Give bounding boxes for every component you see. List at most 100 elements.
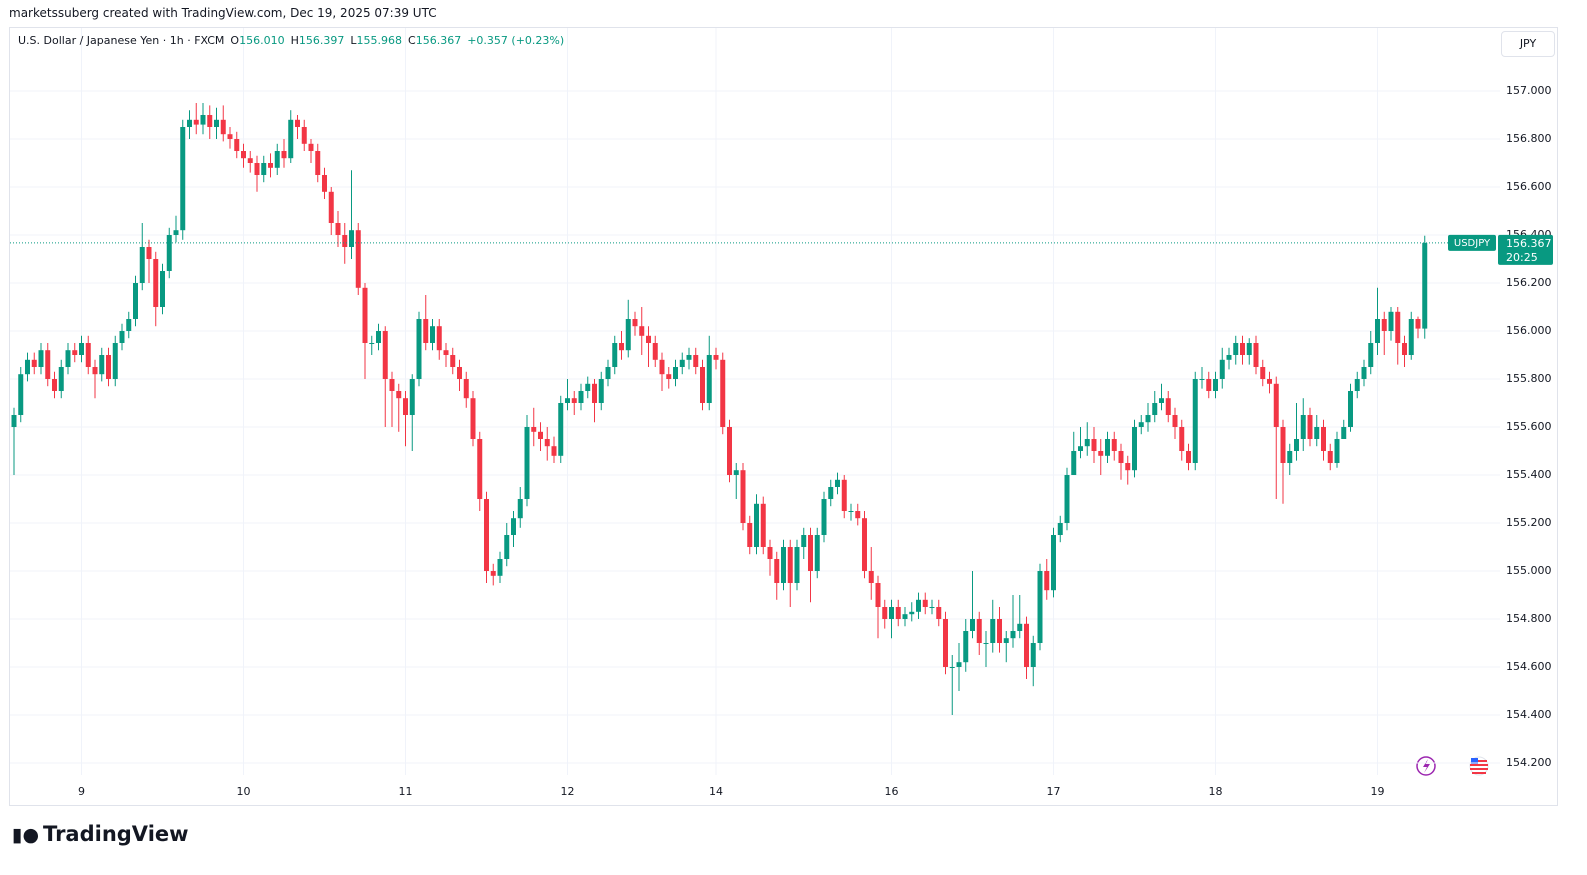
candle-body xyxy=(1381,319,1387,331)
y-tick-label: 154.400 xyxy=(1506,708,1552,721)
candle-body xyxy=(997,619,1002,643)
candle-body xyxy=(517,499,523,519)
candle-body xyxy=(261,163,267,175)
candle-body xyxy=(1314,427,1320,439)
brand-name: TradingView xyxy=(43,822,189,846)
candle-body xyxy=(268,163,273,168)
y-tick-label: 156.000 xyxy=(1506,324,1552,337)
candle-body xyxy=(288,119,294,159)
candle-body xyxy=(1017,623,1023,631)
candle-body xyxy=(1010,631,1016,639)
candle-body xyxy=(295,119,300,127)
candle-body xyxy=(929,607,935,608)
candle-body xyxy=(1415,319,1421,329)
candle-body xyxy=(551,446,557,456)
candle-body xyxy=(727,427,732,475)
y-tick-label: 156.800 xyxy=(1506,132,1552,145)
candle-body xyxy=(565,398,570,403)
flag-stripes[interactable] xyxy=(1470,760,1488,774)
candle-body xyxy=(1206,379,1212,391)
candle-body xyxy=(511,518,516,535)
candle-body xyxy=(328,191,334,223)
candle-body xyxy=(1179,427,1185,451)
currency-button[interactable]: JPY xyxy=(1501,31,1555,57)
candle-body xyxy=(1098,451,1104,456)
us-flag[interactable] xyxy=(1469,756,1489,776)
candle-body xyxy=(241,151,246,159)
candle-body xyxy=(1003,638,1009,643)
candle-body xyxy=(686,355,692,360)
candle-body xyxy=(1388,311,1394,331)
ohlc-key: C xyxy=(408,34,416,47)
candle-body xyxy=(301,127,307,144)
candle-body xyxy=(787,547,793,583)
candle-body xyxy=(1078,446,1083,451)
candle-body xyxy=(1091,439,1097,451)
candle-body xyxy=(1233,343,1239,355)
candle-body xyxy=(227,134,233,139)
candle-body xyxy=(855,511,861,519)
alert-icon[interactable] xyxy=(1416,756,1436,776)
candle-body xyxy=(659,359,665,375)
candle-body xyxy=(1375,319,1380,343)
candle-body xyxy=(598,379,604,403)
candle-body xyxy=(1199,379,1205,380)
candle-body xyxy=(490,571,496,576)
symbol-tag-bg xyxy=(1448,234,1496,251)
candle-body xyxy=(902,614,908,619)
flag-canton[interactable] xyxy=(1471,758,1478,764)
candle-body xyxy=(315,151,321,175)
candle-body xyxy=(423,319,429,343)
y-tick-label: 155.600 xyxy=(1506,420,1552,433)
candle-body xyxy=(65,350,71,367)
candle-body xyxy=(1125,463,1131,471)
candle-body xyxy=(166,235,172,271)
ohlc-key: H xyxy=(290,34,299,47)
alert-bolt[interactable] xyxy=(1423,759,1430,773)
x-tick-label: 17 xyxy=(1047,785,1061,798)
candle-body xyxy=(139,247,145,283)
candle-body xyxy=(72,350,78,355)
candle-body xyxy=(774,559,780,583)
price-tag: 156.367 xyxy=(1506,237,1552,250)
candle-body xyxy=(1294,439,1299,451)
price-tag-bg xyxy=(1498,234,1553,265)
candle-body xyxy=(38,350,44,367)
candle-body xyxy=(463,379,469,399)
candle-body xyxy=(1321,427,1326,451)
candle-body xyxy=(1030,643,1036,667)
candle-body xyxy=(362,287,368,343)
candle-body xyxy=(1280,427,1286,463)
candle-body xyxy=(1341,427,1347,439)
candle-body xyxy=(308,143,314,151)
candle-body xyxy=(234,139,240,151)
candle-body xyxy=(1044,571,1050,591)
candle-body xyxy=(1300,415,1306,439)
candle-body xyxy=(146,247,152,259)
alert-circle[interactable] xyxy=(1416,756,1436,776)
candle-body xyxy=(79,343,84,355)
candle-body xyxy=(11,415,17,427)
candle-body xyxy=(1145,415,1151,423)
candle-body xyxy=(355,230,361,288)
candle-body xyxy=(943,619,948,667)
candle-body xyxy=(484,499,489,571)
y-tick-label: 154.600 xyxy=(1506,660,1552,673)
y-tick-label: 155.000 xyxy=(1506,564,1552,577)
candle-body xyxy=(1307,415,1313,439)
x-tick-label: 11 xyxy=(399,785,413,798)
candle-body xyxy=(1111,439,1117,451)
candle-body xyxy=(180,127,186,231)
brand-logo: ▮● TradingView xyxy=(12,822,189,846)
y-tick-label: 155.800 xyxy=(1506,372,1552,385)
candle-body xyxy=(25,359,30,375)
candle-body xyxy=(106,355,111,379)
candle-body xyxy=(625,319,631,351)
candle-body xyxy=(396,391,402,399)
candle-body xyxy=(868,571,874,583)
candle-body xyxy=(1051,535,1056,591)
candle-body xyxy=(936,607,942,619)
candle-body xyxy=(254,163,260,175)
candle-body xyxy=(1408,319,1414,355)
